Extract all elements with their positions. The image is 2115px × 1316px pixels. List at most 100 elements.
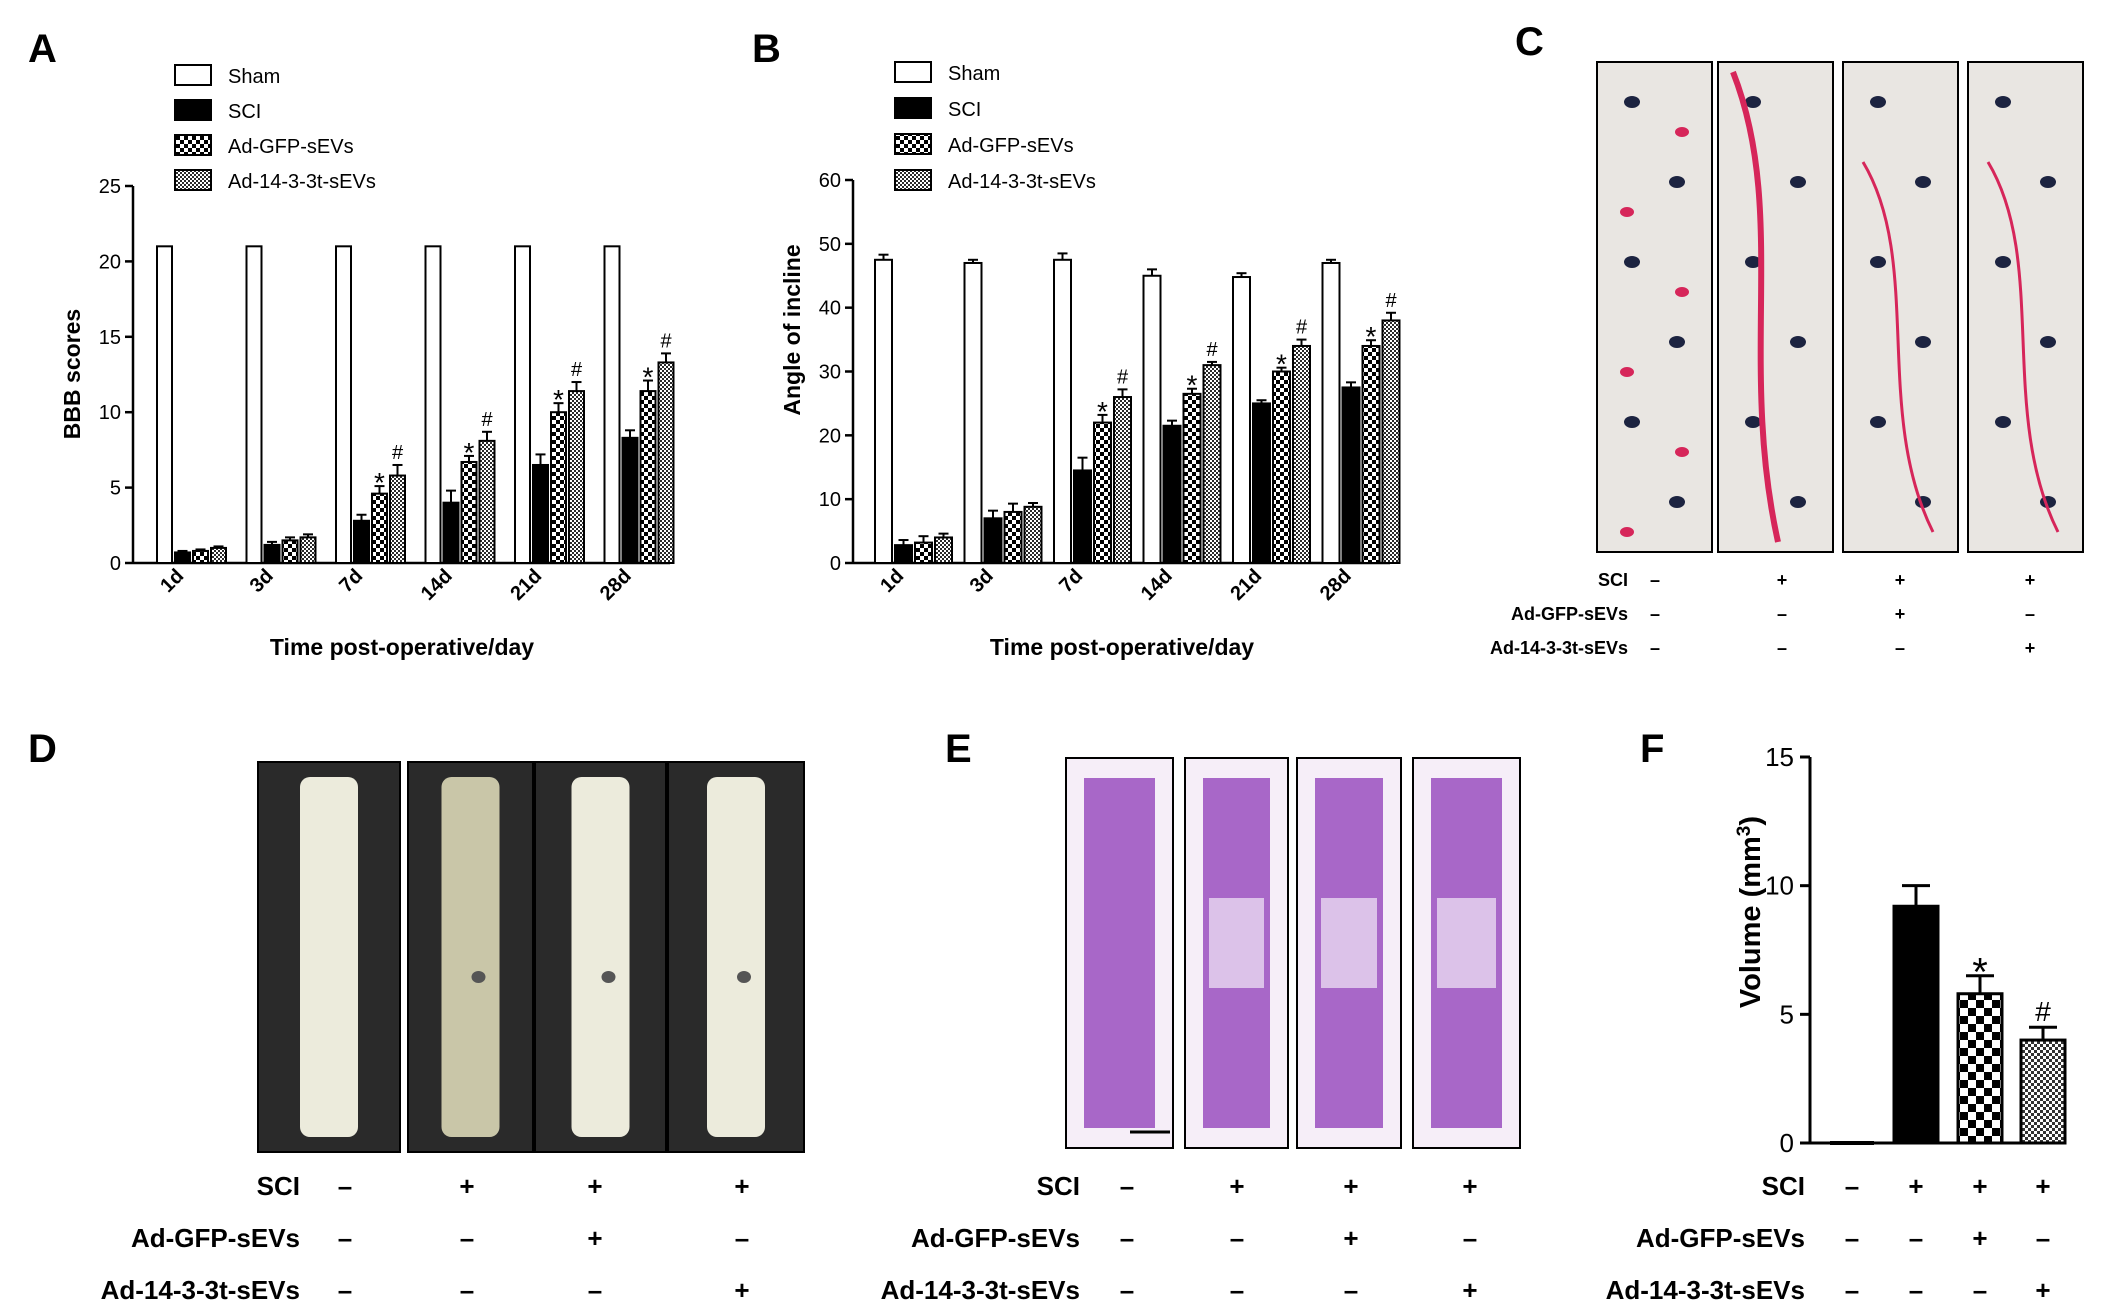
treatment-sign: – <box>588 1275 602 1305</box>
y-tick-label: 5 <box>1780 999 1794 1029</box>
bar <box>1053 258 1072 564</box>
treatment-sign: + <box>587 1171 602 1201</box>
treatment-sign: – <box>1777 604 1787 624</box>
x-tick-label: 7d <box>335 565 367 597</box>
chart-f-ylabel: Volume (mm3) <box>1734 816 1767 1008</box>
legend-label-ad-gfp: Ad-GFP-sEVs <box>228 136 354 158</box>
treatment-sign: + <box>2025 570 2036 590</box>
treatment-sign: + <box>734 1171 749 1201</box>
lesion-spot <box>601 971 616 983</box>
treatment-sign: – <box>1777 638 1787 658</box>
bar <box>894 544 913 564</box>
y-tick-label: 60 <box>819 170 841 192</box>
legend-swatch-sham <box>894 61 932 83</box>
significance-mark: * <box>1276 349 1287 380</box>
significance-mark: * <box>553 384 564 415</box>
forepaw-print <box>1669 496 1685 508</box>
bar <box>460 460 478 564</box>
significance-mark: # <box>481 409 493 431</box>
bar <box>1361 344 1381 565</box>
treatment-sign: – <box>1344 1275 1358 1305</box>
bar <box>1381 319 1401 564</box>
y-tick-label: 40 <box>819 298 841 320</box>
panel-f-treatment-table: SCI – + + + Ad-GFP-sEVs – – + – Ad-14-3-3t-sEVs – – –… <box>1606 1171 2051 1305</box>
forepaw-print <box>1995 416 2011 428</box>
significance-mark: * <box>643 362 654 393</box>
bar <box>1162 424 1182 564</box>
treatment-row-label: Ad-14-3-3t-sEVs <box>881 1275 1080 1305</box>
panel-e-treatment-table: SCI – + + + Ad-GFP-sEVs – – + – Ad-14-3-3t-sEVs – – –… <box>881 1171 1478 1305</box>
bar <box>263 543 281 564</box>
treatment-row-label: SCI <box>1598 570 1628 590</box>
bar <box>156 245 173 564</box>
treatment-sign: + <box>1895 570 1906 590</box>
bar <box>550 411 567 565</box>
legend-swatch-ad-14-3-3t <box>894 169 932 191</box>
lesion-spot <box>471 971 486 983</box>
hindpaw-print <box>1620 527 1634 537</box>
hindpaw-print <box>1620 367 1634 377</box>
bar <box>639 390 657 565</box>
spinal-cord-tissue <box>571 777 630 1137</box>
significance-mark: * <box>1972 951 1988 995</box>
significance-mark: # <box>1296 317 1308 339</box>
bar <box>1073 469 1092 565</box>
chart-f-lesion-volume: 0 5 10 15 * # Volume (mm3) SCI – + + + Ad-GFP-sEVs… <box>1606 742 2067 1305</box>
treatment-sign: + <box>1972 1223 1987 1253</box>
significance-mark: * <box>1097 396 1108 427</box>
bar <box>210 546 227 564</box>
forepaw-print <box>1624 256 1640 268</box>
hindpaw-drag-track <box>1730 70 1781 543</box>
bar <box>174 551 191 564</box>
treatment-sign: + <box>1462 1171 1477 1201</box>
footprint-photos <box>1596 61 2084 553</box>
forepaw-print <box>2040 176 2056 188</box>
treatment-sign: – <box>735 1223 749 1253</box>
bar <box>2019 1038 2067 1145</box>
y-tick-label: 10 <box>819 489 841 511</box>
legend-label-ad-14-3-3t: Ad-14-3-3t-sEVs <box>948 171 1096 193</box>
treatment-sign: – <box>338 1223 352 1253</box>
footprint-photo <box>1717 61 1834 553</box>
chart-b-ylabel: Angle of incline <box>779 244 805 415</box>
bar <box>1956 992 2004 1145</box>
treatment-sign: – <box>2036 1223 2050 1253</box>
bar <box>874 258 893 564</box>
bar <box>621 436 639 564</box>
treatment-sign: – <box>1120 1223 1134 1253</box>
forepaw-print <box>1790 176 1806 188</box>
forepaw-print <box>1995 256 2011 268</box>
bar <box>442 501 460 564</box>
hindpaw-drag-track <box>1861 161 1935 533</box>
bar <box>1272 370 1291 564</box>
hindpaw-print <box>1675 287 1689 297</box>
bar <box>657 361 675 564</box>
bar <box>1252 402 1271 564</box>
chart-b-legend: Sham SCI Ad-GFP-sEVs Ad-14-3-3t-sEVs <box>894 61 1096 193</box>
treatment-sign: + <box>587 1223 602 1253</box>
lesion-spot <box>737 971 751 983</box>
panel-label-c: C <box>1515 20 1544 64</box>
bar <box>192 549 209 564</box>
treatment-sign: – <box>1463 1223 1477 1253</box>
treatment-sign: – <box>460 1223 474 1253</box>
significance-mark: * <box>1366 321 1377 352</box>
bar <box>1321 261 1341 564</box>
y-tick-label: 25 <box>99 176 121 198</box>
treatment-sign: + <box>2035 1275 2050 1305</box>
legend-swatch-sci <box>894 97 932 119</box>
x-tick-label: 3d <box>966 565 998 597</box>
treatment-row-label: Ad-14-3-3t-sEVs <box>101 1275 300 1305</box>
legend-label-ad-14-3-3t: Ad-14-3-3t-sEVs <box>228 171 376 193</box>
forepaw-print <box>1624 416 1640 428</box>
chart-a-xlabel: Time post-operative/day <box>270 634 534 660</box>
significance-mark: # <box>2035 996 2051 1027</box>
treatment-sign: – <box>338 1275 352 1305</box>
bar <box>245 245 263 564</box>
lesion-cavity <box>1321 898 1377 988</box>
bar <box>1341 386 1361 565</box>
treatment-sign: – <box>1845 1275 1859 1305</box>
bar <box>299 536 317 565</box>
forepaw-print <box>1870 256 1886 268</box>
treatment-row-label: SCI <box>257 1171 300 1201</box>
